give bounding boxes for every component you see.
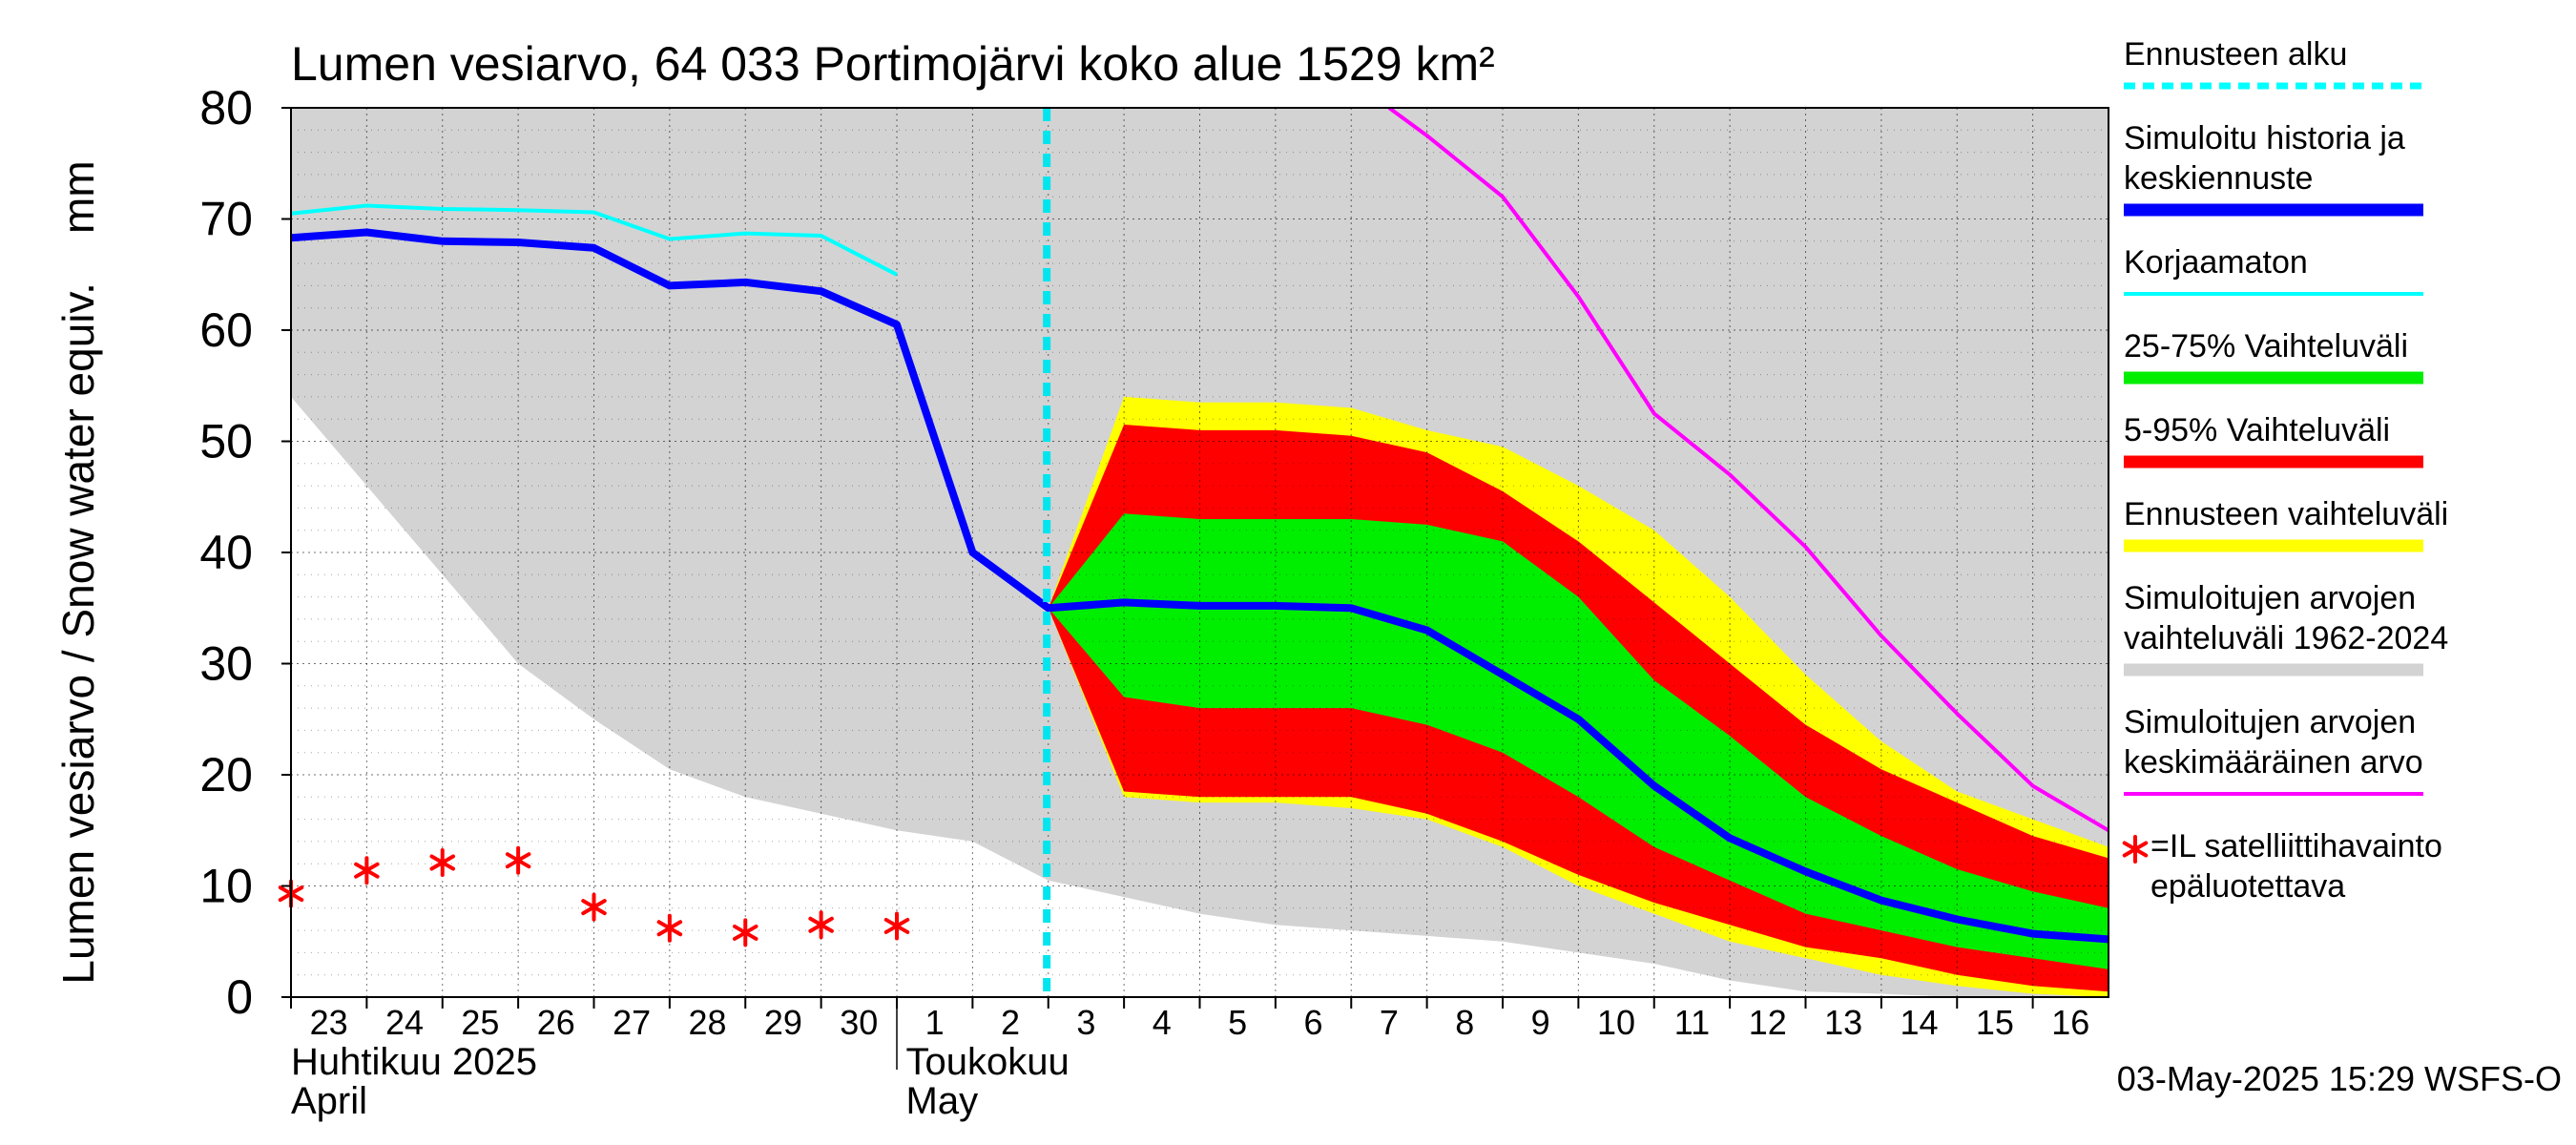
x-tick-label-20: 13 [1824, 1003, 1862, 1042]
x-tick-label-16: 9 [1531, 1003, 1550, 1042]
obs-point-8 [883, 911, 910, 941]
obs-point-2-arm-2 [429, 854, 456, 871]
x-tick-label-8: 1 [925, 1003, 945, 1042]
legend-label-7-0: Simuloitujen arvojen [2124, 704, 2416, 740]
y-tick-label-10: 10 [199, 860, 253, 913]
series-line-1 [1387, 108, 2109, 833]
month-label-en-1: May [906, 1080, 979, 1122]
obs-point-1 [354, 856, 380, 885]
x-tick-label-6: 29 [764, 1003, 802, 1042]
obs-point-4-arm-2 [581, 899, 607, 916]
x-tick-label-10: 3 [1076, 1003, 1095, 1042]
obs-point-6-arm-2 [732, 924, 758, 941]
y-tick-label-60: 60 [199, 303, 253, 357]
legend-label-8-0: =IL satelliittihavainto [2150, 828, 2442, 864]
chart-title: Lumen vesiarvo, 64 033 Portimojärvi koko… [291, 37, 1495, 91]
obs-point-1-arm-2 [354, 862, 380, 879]
y-tick-label-70: 70 [199, 193, 253, 246]
y-tick-label-80: 80 [199, 81, 253, 135]
obs-point-8-arm-2 [883, 917, 910, 934]
x-tick-label-17: 10 [1597, 1003, 1635, 1042]
legend-label-1-0: Simuloitu historia ja [2124, 120, 2405, 156]
x-tick-label-4: 27 [613, 1003, 651, 1042]
legend-label-3-0: 25-75% Vaihteluväli [2124, 328, 2408, 364]
month-label-fi-0: Huhtikuu 2025 [291, 1041, 537, 1083]
month-label-en-0: April [291, 1080, 367, 1122]
obs-point-5 [656, 913, 683, 943]
obs-point-6 [732, 918, 758, 947]
x-tick-label-3: 26 [537, 1003, 575, 1042]
legend-label-6-0: Simuloitujen arvojen [2124, 580, 2416, 616]
x-tick-label-0: 23 [310, 1003, 348, 1042]
legend-label-6-1: vaihteluväli 1962-2024 [2124, 620, 2448, 656]
x-tick-label-9: 2 [1001, 1003, 1020, 1042]
obs-point-5-arm-2 [656, 920, 683, 937]
y-tick-label-0: 0 [226, 970, 253, 1024]
legend: Ennusteen alku Simuloitu historia ja keski… [2122, 36, 2448, 905]
legend-star-8 [2122, 835, 2149, 864]
obs-point-7 [808, 910, 834, 940]
x-tick-label-18: 11 [1674, 1003, 1710, 1042]
x-tick-label-21: 14 [1901, 1003, 1939, 1042]
x-tick-label-14: 7 [1380, 1003, 1399, 1042]
legend-label-5-0: Ennusteen vaihteluväli [2124, 496, 2448, 532]
y-tick-label-20: 20 [199, 748, 253, 802]
footer-timestamp: 03-May-2025 15:29 WSFS-O [2117, 1059, 2562, 1098]
obs-point-3-arm-2 [505, 852, 531, 869]
x-tick-label-2: 25 [461, 1003, 499, 1042]
legend-label-7-1: keskimääräinen arvo [2124, 744, 2423, 781]
y-tick-label-50: 50 [199, 415, 253, 468]
y-axis-label: Lumen vesiarvo / Snow water equiv. mm [53, 160, 103, 984]
x-tick-label-11: 4 [1153, 1003, 1172, 1042]
x-tick-label-12: 5 [1228, 1003, 1247, 1042]
y-tick-label-30: 30 [199, 637, 253, 691]
x-tick-label-22: 15 [1976, 1003, 2014, 1042]
x-tick-label-13: 6 [1304, 1003, 1323, 1042]
obs-point-3 [505, 845, 531, 875]
legend-label-0-0: Ennusteen alku [2124, 36, 2347, 73]
legend-label-1-1: keskiennuste [2124, 160, 2313, 197]
month-label-fi-1: Toukokuu [906, 1041, 1070, 1083]
band-3 [1048, 513, 2109, 969]
obs-point-4 [581, 892, 607, 922]
y-tick-label-40: 40 [199, 526, 253, 579]
x-tick-label-1: 24 [385, 1003, 424, 1042]
legend-star-8-arm-2 [2122, 841, 2149, 858]
series-line-2 [291, 228, 2109, 944]
x-tick-label-15: 8 [1455, 1003, 1474, 1042]
obs-point-2 [429, 848, 456, 878]
legend-label-8-1: epäluotettava [2150, 868, 2345, 905]
plot-content [291, 108, 2109, 997]
x-tick-label-7: 30 [840, 1003, 878, 1042]
plot-area [278, 108, 2109, 997]
legend-label-2-0: Korjaamaton [2124, 244, 2308, 281]
legend-label-4-0: 5-95% Vaihteluväli [2124, 412, 2390, 448]
obs-point-7-arm-2 [808, 916, 834, 933]
x-tick-label-19: 12 [1749, 1003, 1787, 1042]
x-tick-label-5: 28 [689, 1003, 727, 1042]
series-line-0 [291, 203, 898, 277]
x-tick-label-23: 16 [2051, 1003, 2089, 1042]
